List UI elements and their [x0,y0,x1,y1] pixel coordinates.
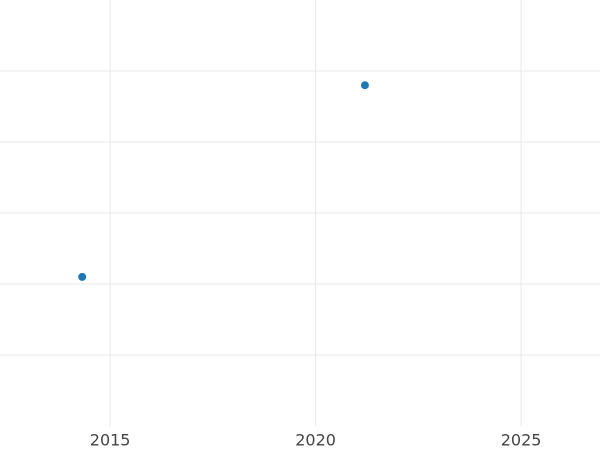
x-tick-label: 2015 [90,431,131,450]
point [360,81,369,90]
point [78,272,87,281]
x-tick-label: 2025 [501,431,542,450]
x-tick-label: 2020 [295,431,336,450]
